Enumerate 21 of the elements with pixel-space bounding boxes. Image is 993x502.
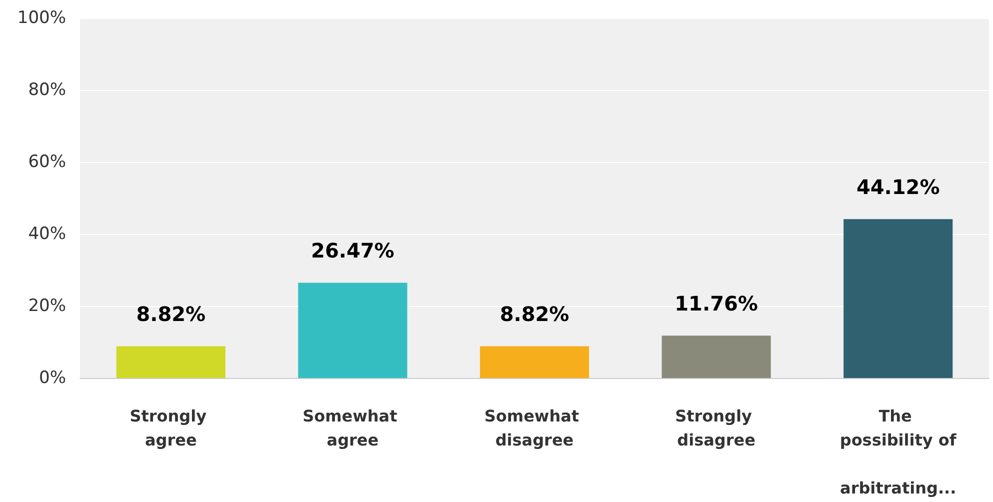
data-label: 8.82% bbox=[500, 302, 570, 326]
data-label: 26.47% bbox=[311, 238, 394, 263]
x-tick-label: Somewhat disagree bbox=[484, 406, 585, 450]
x-tick-label: Strongly disagree bbox=[675, 406, 758, 450]
bar bbox=[662, 336, 771, 378]
x-tick-label: Somewhat agree bbox=[302, 406, 403, 450]
bar bbox=[298, 282, 408, 378]
data-label: 8.82% bbox=[136, 302, 206, 326]
y-tick-label: 100% bbox=[17, 8, 66, 28]
x-tick-label: Strongly agree bbox=[130, 406, 212, 450]
data-label: 11.76% bbox=[674, 292, 758, 316]
y-tick-label: 40% bbox=[28, 224, 66, 244]
y-tick-label: 60% bbox=[28, 152, 66, 172]
y-tick-label: 0% bbox=[39, 368, 66, 388]
category-label: The possibility of arbitrating... bbox=[840, 406, 956, 498]
data-label: 44.12% bbox=[856, 175, 940, 200]
bar bbox=[116, 346, 226, 378]
y-tick-label: 20% bbox=[28, 296, 66, 316]
bar bbox=[844, 219, 953, 378]
bar bbox=[480, 346, 590, 378]
y-tick-label: 80% bbox=[28, 80, 66, 100]
